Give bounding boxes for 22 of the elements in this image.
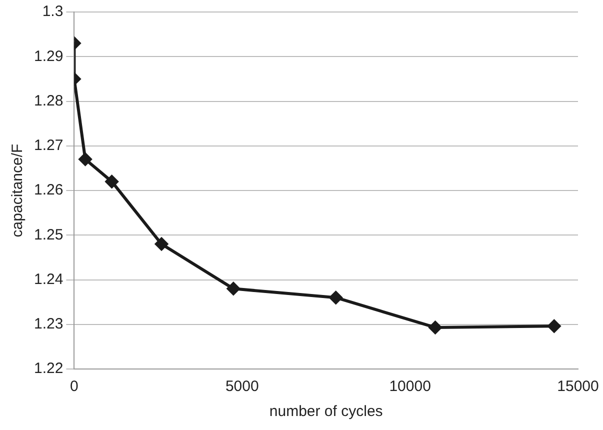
point bbox=[105, 175, 118, 188]
point bbox=[329, 291, 342, 304]
y-tick-label: 1.25 bbox=[34, 226, 64, 244]
x-tick-label: 10000 bbox=[389, 378, 431, 396]
y-tick-label: 1.24 bbox=[34, 270, 64, 288]
x-axis-title: number of cycles bbox=[269, 403, 383, 420]
y-tick-label: 1.29 bbox=[34, 48, 64, 65]
y-tick-label: 1.3 bbox=[42, 3, 64, 20]
point bbox=[155, 238, 168, 251]
point bbox=[548, 320, 561, 333]
point bbox=[78, 152, 92, 166]
x-tick-label: 5000 bbox=[225, 378, 259, 396]
x-tick-label: 0 bbox=[70, 378, 78, 396]
y-tick-label: 1.26 bbox=[34, 182, 64, 199]
point bbox=[428, 321, 442, 334]
y-tick-label: 1.28 bbox=[34, 92, 64, 110]
y-tick-label: 1.22 bbox=[34, 360, 64, 378]
y-axis-title: capacitance/F bbox=[9, 144, 26, 238]
y-tick-label: 1.23 bbox=[34, 316, 64, 333]
x-tick-label: 15000 bbox=[557, 378, 599, 396]
y-tick-label: 1.27 bbox=[34, 137, 64, 154]
point bbox=[226, 282, 240, 296]
